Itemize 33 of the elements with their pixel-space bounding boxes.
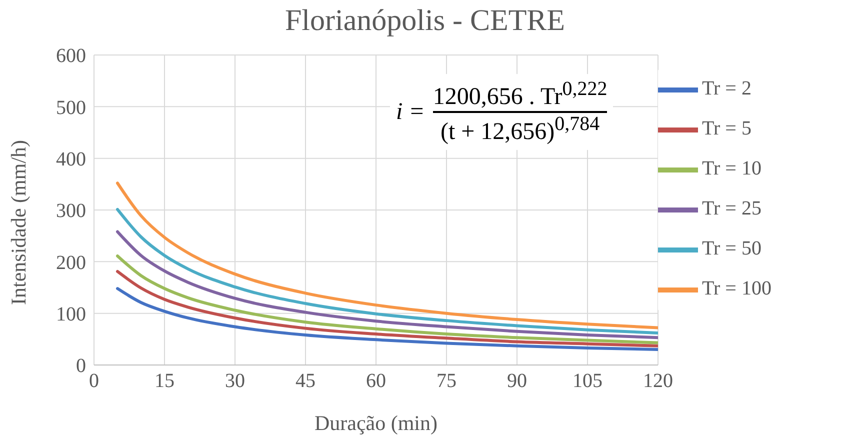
y-tick-label: 0 [76,355,86,378]
y-tick-label: 100 [56,303,86,326]
annotation: 1200,656 . Tr$^{0,222}$ [432,78,608,111]
legend-label: Tr = 50 [702,238,762,260]
x-tick-label: 75 [436,370,456,392]
x-tick-label: 60 [366,370,386,392]
line-series [116,230,658,340]
annotation: (t + 12,656)$^{0,784}$ [440,113,600,146]
x-tick-label: 105 [572,370,602,392]
annotation: i = [396,98,425,126]
x-tick-label: 120 [643,370,673,392]
legend-label: Tr = 25 [702,198,762,220]
legend-label: Tr = 2 [702,78,752,100]
line-series [116,287,658,351]
x-tick-label: 45 [296,370,316,392]
legend-label: Tr = 10 [702,158,762,180]
line-series [116,254,658,344]
x-tick-label: 90 [507,370,527,392]
y-tick-label: 500 [56,96,86,119]
y-tick-label: 300 [56,200,86,222]
chart-title: Florianópolis - CETRE [284,4,566,38]
line-series [116,208,658,334]
legend-label: Tr = 100 [702,278,772,300]
y-axis-title: Intensidade (mm/h) [6,140,30,305]
x-axis-title: Duração (min) [314,410,438,435]
y-tick-label: 400 [56,148,86,170]
x-tick-label: 30 [225,370,245,392]
x-tick-label: 15 [154,370,174,392]
legend-label: Tr = 5 [702,118,752,140]
line-series [116,270,658,348]
y-tick-label: 600 [56,45,86,68]
line-series [116,182,658,330]
y-tick-label: 200 [56,252,86,274]
